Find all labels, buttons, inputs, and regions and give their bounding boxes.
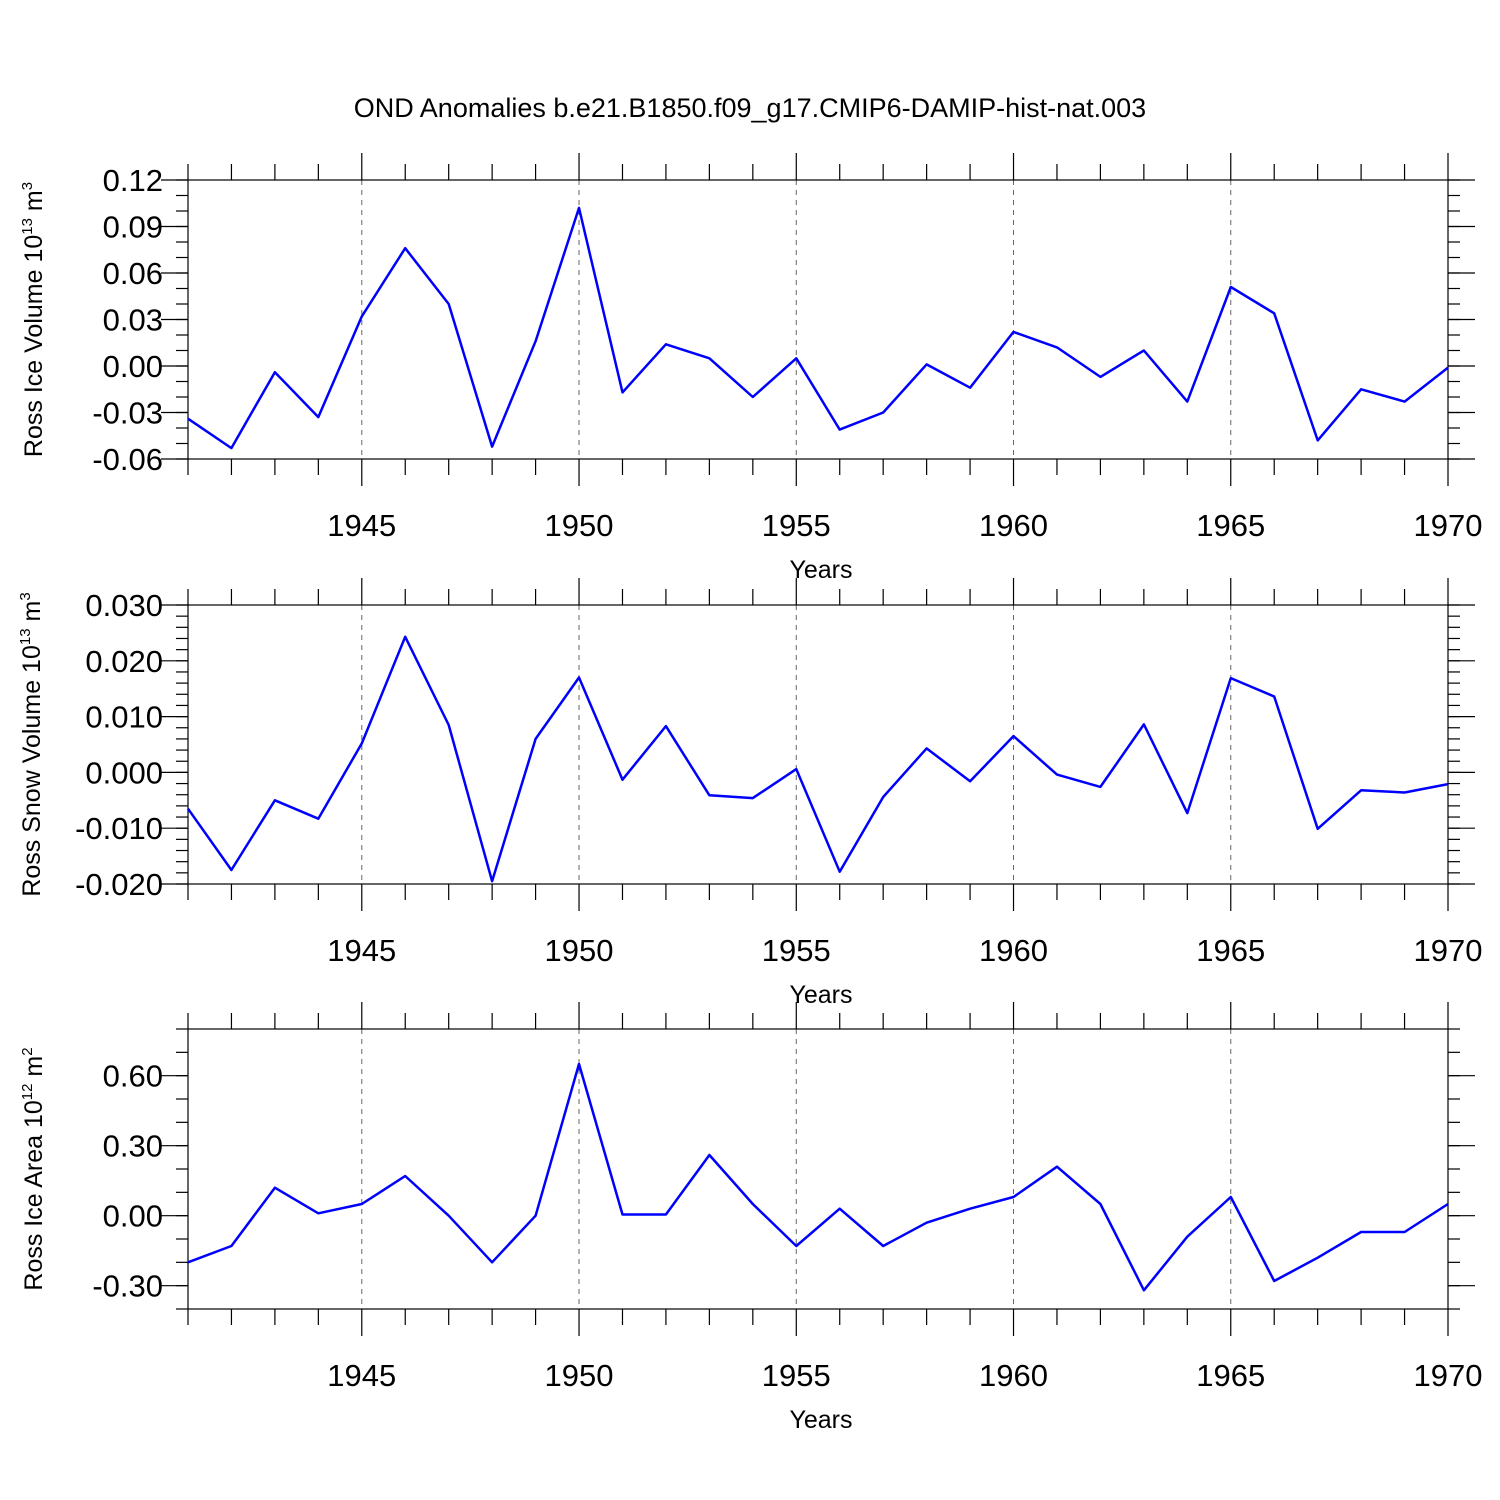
data-series-line [187, 206, 1449, 450]
y-tick-label: 0.06 [103, 256, 163, 291]
x-tick-label: 1960 [979, 508, 1048, 543]
y-axis-title: Ross Snow Volume 1013 m3 [17, 592, 46, 896]
y-tick-label: -0.03 [92, 396, 163, 431]
x-tick-label: 1960 [979, 933, 1048, 968]
data-series-line [187, 1062, 1449, 1292]
x-tick-label: 1965 [1196, 1358, 1265, 1393]
panel-1: -0.06 -0.03 0.00 0.03 0.06 0.09 0.12 1945 1950 19… [19, 153, 1482, 584]
x-axis-title: Years [789, 981, 852, 1009]
y-tick-label: -0.30 [92, 1269, 163, 1304]
x-tick-label: 1965 [1196, 933, 1265, 968]
y-tick-label: 0.12 [103, 163, 163, 198]
x-tick-label: 1945 [327, 508, 396, 543]
x-tick-label: 1970 [1414, 1358, 1483, 1393]
panels: -0.06 -0.03 0.00 0.03 0.06 0.09 0.12 1945 1950 19… [17, 153, 1482, 1434]
x-tick-label: 1970 [1414, 508, 1483, 543]
y-tick-label: 0.020 [85, 644, 163, 679]
y-tick-label: 0.09 [103, 210, 163, 245]
y-tick-label: 0.00 [103, 1199, 163, 1234]
y-tick-label: 0.30 [103, 1129, 163, 1164]
x-tick-label: 1965 [1196, 508, 1265, 543]
plot-frame [187, 604, 1449, 885]
x-tick-label: 1955 [762, 508, 831, 543]
x-axis-title: Years [789, 1406, 852, 1434]
y-tick-label: 0.60 [103, 1059, 163, 1094]
panel-3: -0.30 0.00 0.30 0.60 1945 1950 1955 1960 1965 197… [19, 1002, 1482, 1434]
x-tick-label: 1950 [545, 933, 614, 968]
y-tick-label: 0.030 [85, 588, 163, 623]
x-tick-label: 1945 [327, 1358, 396, 1393]
y-tick-label: -0.06 [92, 442, 163, 477]
y-tick-label: -0.010 [75, 811, 163, 846]
y-tick-label: 0.00 [103, 349, 163, 384]
x-tick-label: 1955 [762, 933, 831, 968]
y-tick-label: 0.000 [85, 755, 163, 790]
y-tick-label: -0.020 [75, 867, 163, 902]
y-tick-label: 0.010 [85, 700, 163, 735]
plot-frame [187, 179, 1449, 460]
x-tick-label: 1960 [979, 1358, 1048, 1393]
figure-title: OND Anomalies b.e21.B1850.f09_g17.CMIP6-… [354, 93, 1146, 123]
x-tick-label: 1945 [327, 933, 396, 968]
panel-2: -0.020 -0.010 0.000 0.010 0.020 0.030 1945 1950… [17, 578, 1482, 1009]
x-tick-label: 1970 [1414, 933, 1483, 968]
data-series-line [186, 635, 1449, 883]
y-tick-label: 0.03 [103, 303, 163, 338]
x-tick-label: 1955 [762, 1358, 831, 1393]
x-tick-label: 1950 [545, 1358, 614, 1393]
y-axis-title: Ross Ice Volume 1013 m3 [19, 182, 48, 457]
x-axis-title: Years [789, 556, 852, 584]
x-tick-label: 1950 [545, 508, 614, 543]
plot-frame [187, 1028, 1449, 1310]
y-axis-title: Ross Ice Area 1012 m2 [19, 1047, 48, 1290]
